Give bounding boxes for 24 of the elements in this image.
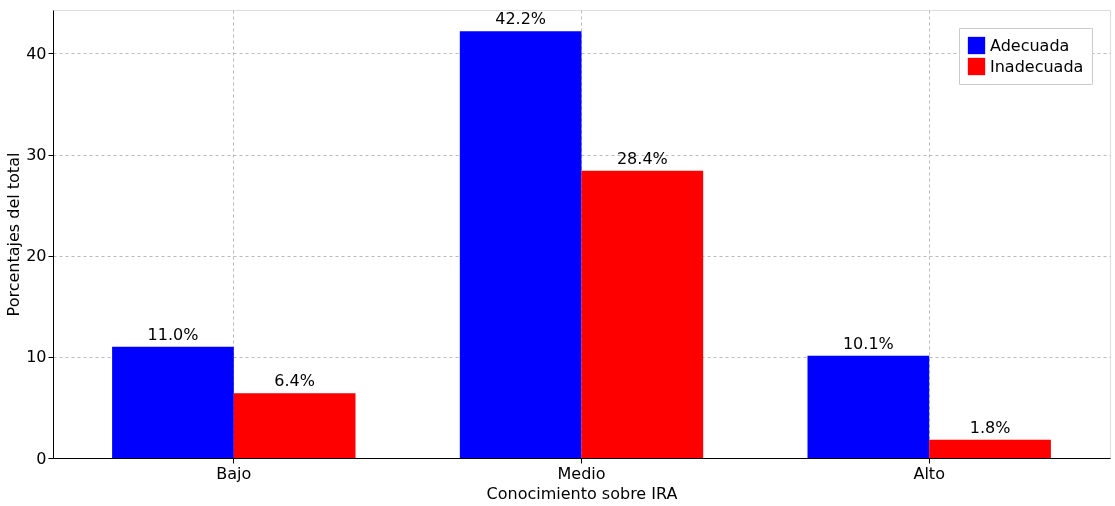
y-tick-label: 20 <box>26 246 47 266</box>
legend-label: Adecuada <box>990 35 1070 55</box>
x-axis-title: Conocimiento sobre IRA <box>486 483 678 503</box>
x-tick-label: Bajo <box>216 463 252 483</box>
data-label: 6.4% <box>274 371 315 391</box>
y-axis-title: Porcentajes del total <box>4 152 24 317</box>
bar <box>233 393 356 458</box>
data-label: 42.2% <box>495 9 547 29</box>
bar <box>581 170 704 458</box>
y-tick-label: 40 <box>26 43 47 63</box>
bar <box>807 355 930 458</box>
y-tick-label: 0 <box>36 448 47 468</box>
data-label: 1.8% <box>969 417 1011 437</box>
data-label: 10.1% <box>842 333 894 353</box>
bar <box>929 439 1051 458</box>
y-tick-label: 10 <box>26 347 47 367</box>
data-label: 11.0% <box>147 324 199 344</box>
legend-label: Inadecuada <box>990 56 1084 76</box>
bar <box>459 31 582 458</box>
data-label: 28.4% <box>616 148 668 168</box>
bar <box>112 346 234 458</box>
y-tick-label: 30 <box>26 145 47 165</box>
x-tick-label: Medio <box>557 463 606 483</box>
x-tick-label: Alto <box>913 463 945 483</box>
